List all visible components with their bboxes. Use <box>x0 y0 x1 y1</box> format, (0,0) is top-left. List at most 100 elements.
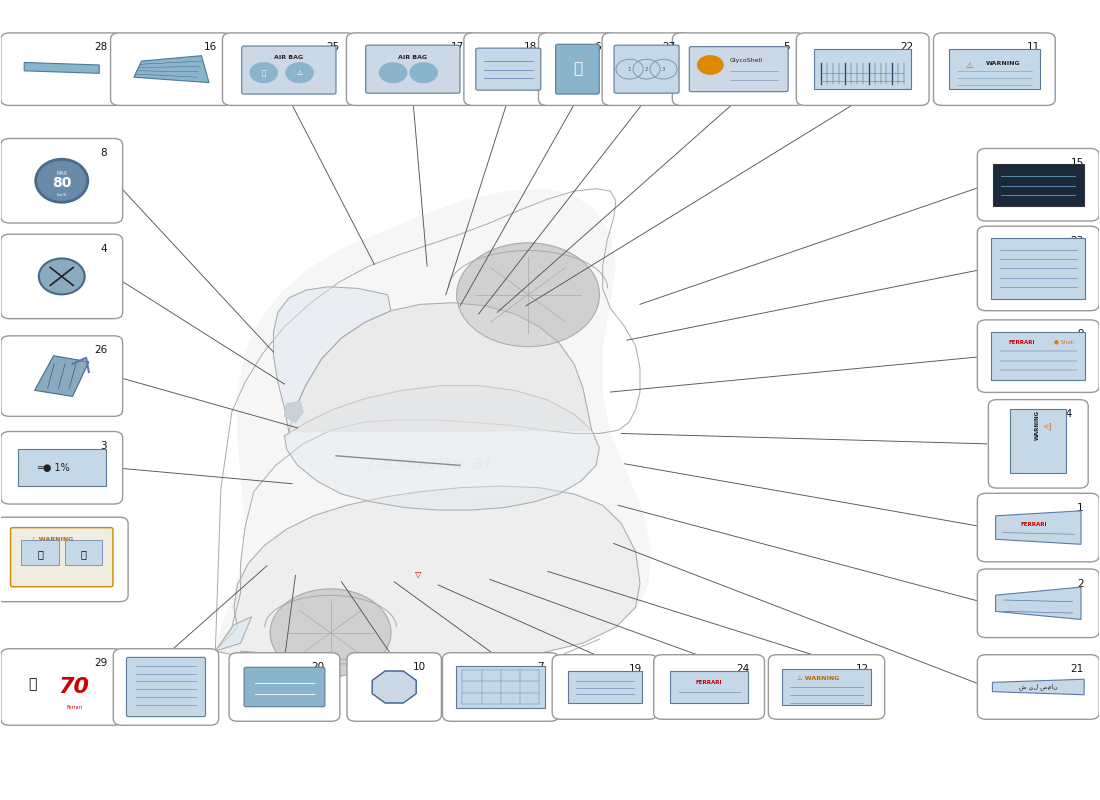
FancyBboxPatch shape <box>229 653 340 722</box>
FancyBboxPatch shape <box>1 336 122 416</box>
FancyBboxPatch shape <box>1 234 122 318</box>
FancyBboxPatch shape <box>244 667 324 706</box>
FancyBboxPatch shape <box>768 654 884 719</box>
Polygon shape <box>216 486 640 665</box>
FancyBboxPatch shape <box>978 320 1099 393</box>
Text: ⚠ WARNING: ⚠ WARNING <box>31 538 73 542</box>
Text: AIR BAG: AIR BAG <box>398 54 428 59</box>
Text: Ferrari: Ferrari <box>66 705 82 710</box>
FancyBboxPatch shape <box>602 33 691 106</box>
FancyBboxPatch shape <box>111 33 232 106</box>
FancyBboxPatch shape <box>782 669 871 706</box>
FancyBboxPatch shape <box>456 666 546 708</box>
FancyBboxPatch shape <box>1 431 122 504</box>
Text: 16: 16 <box>204 42 217 53</box>
FancyBboxPatch shape <box>978 569 1099 638</box>
FancyBboxPatch shape <box>1 138 122 223</box>
Text: 26: 26 <box>94 346 108 355</box>
Polygon shape <box>992 679 1085 694</box>
Text: 80: 80 <box>52 176 72 190</box>
FancyBboxPatch shape <box>1 649 122 726</box>
Text: 1: 1 <box>1077 503 1084 513</box>
FancyBboxPatch shape <box>242 46 336 94</box>
Polygon shape <box>216 189 651 665</box>
FancyBboxPatch shape <box>978 226 1099 310</box>
Polygon shape <box>34 356 89 397</box>
Text: 15: 15 <box>1070 158 1084 168</box>
FancyBboxPatch shape <box>934 33 1055 106</box>
FancyBboxPatch shape <box>988 400 1088 488</box>
Circle shape <box>456 243 600 346</box>
Circle shape <box>697 56 723 74</box>
Polygon shape <box>372 671 416 703</box>
FancyBboxPatch shape <box>365 45 460 93</box>
Text: GlycoShell: GlycoShell <box>729 58 762 63</box>
FancyBboxPatch shape <box>796 33 930 106</box>
Text: 2: 2 <box>645 66 648 72</box>
FancyBboxPatch shape <box>222 33 355 106</box>
Polygon shape <box>289 302 592 432</box>
Text: ▽: ▽ <box>415 570 421 578</box>
FancyBboxPatch shape <box>464 33 552 106</box>
Circle shape <box>379 63 407 82</box>
Text: 30: 30 <box>190 658 204 668</box>
Circle shape <box>271 589 390 677</box>
Ellipse shape <box>39 258 85 294</box>
Text: 9: 9 <box>1077 330 1084 339</box>
Text: WARNING: WARNING <box>986 61 1021 66</box>
FancyBboxPatch shape <box>552 654 658 719</box>
Polygon shape <box>134 56 209 82</box>
Text: 70: 70 <box>58 677 90 697</box>
Ellipse shape <box>35 159 88 202</box>
Text: 28: 28 <box>94 42 108 53</box>
Text: 23: 23 <box>1070 236 1084 246</box>
FancyBboxPatch shape <box>556 44 600 94</box>
Polygon shape <box>996 511 1081 544</box>
FancyBboxPatch shape <box>113 649 219 726</box>
FancyBboxPatch shape <box>346 33 480 106</box>
FancyBboxPatch shape <box>653 654 764 719</box>
FancyBboxPatch shape <box>22 540 59 565</box>
FancyBboxPatch shape <box>18 449 106 486</box>
Text: km/h: km/h <box>56 193 67 197</box>
Text: FERRARI: FERRARI <box>1021 522 1047 526</box>
Text: 24: 24 <box>736 664 749 674</box>
FancyBboxPatch shape <box>978 654 1099 719</box>
FancyBboxPatch shape <box>949 49 1040 90</box>
Circle shape <box>286 63 313 82</box>
FancyBboxPatch shape <box>126 658 206 717</box>
FancyBboxPatch shape <box>568 670 642 703</box>
FancyBboxPatch shape <box>11 528 113 586</box>
Circle shape <box>410 63 437 82</box>
Text: ⚠: ⚠ <box>1044 421 1054 430</box>
Polygon shape <box>285 402 304 422</box>
FancyBboxPatch shape <box>814 49 911 90</box>
Polygon shape <box>285 386 600 510</box>
FancyBboxPatch shape <box>993 164 1084 206</box>
Text: 5: 5 <box>783 42 790 53</box>
Text: FERRARI: FERRARI <box>696 680 723 685</box>
FancyBboxPatch shape <box>991 238 1086 298</box>
Polygon shape <box>216 617 252 651</box>
Text: 3: 3 <box>662 66 665 72</box>
Text: ⛽: ⛽ <box>573 62 582 77</box>
Text: 🐎: 🐎 <box>29 677 36 691</box>
Text: 8: 8 <box>100 148 108 158</box>
FancyBboxPatch shape <box>539 33 616 106</box>
FancyBboxPatch shape <box>670 670 748 703</box>
FancyBboxPatch shape <box>0 517 128 602</box>
Text: 20: 20 <box>311 662 324 672</box>
Text: ⚠ WARNING: ⚠ WARNING <box>796 676 839 681</box>
Text: ش يل ضمان: ش يل ضمان <box>1019 684 1057 690</box>
Text: guida: guida <box>470 494 520 513</box>
Text: ● Shell: ● Shell <box>1054 340 1074 345</box>
Text: 2: 2 <box>1077 578 1084 589</box>
Text: AIR BAG: AIR BAG <box>274 54 304 59</box>
Text: 22: 22 <box>901 42 914 53</box>
Text: 18: 18 <box>524 42 538 53</box>
FancyBboxPatch shape <box>991 332 1086 380</box>
Text: 6: 6 <box>594 42 601 53</box>
Text: 12: 12 <box>856 664 869 674</box>
FancyBboxPatch shape <box>346 653 441 722</box>
Text: 3: 3 <box>100 441 108 451</box>
